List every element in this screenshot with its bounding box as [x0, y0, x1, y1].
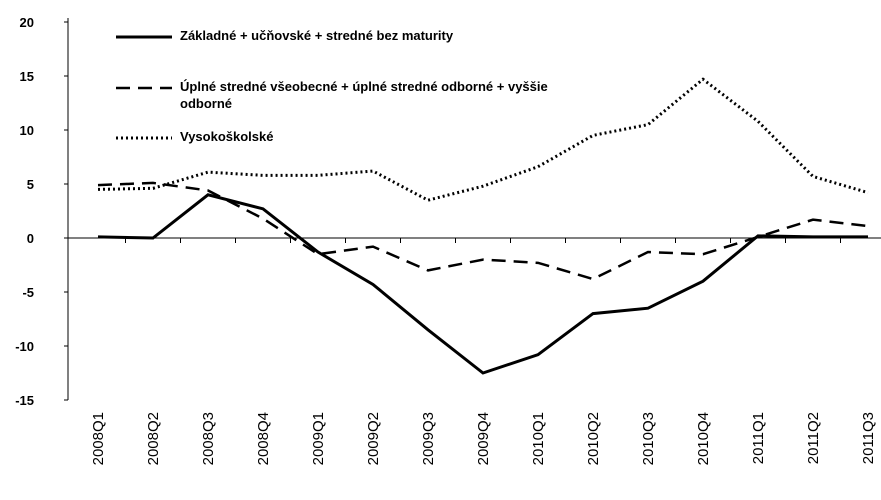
y-tick-label: -10 [15, 339, 34, 354]
y-tick-label: -5 [22, 285, 34, 300]
x-tick-label: 2008Q1 [90, 412, 107, 465]
x-tick-label: 2010Q1 [530, 412, 547, 465]
legend-label: Základné + učňovské + stredné bez maturi… [180, 28, 454, 43]
x-tick-label: 2011Q3 [860, 412, 877, 464]
series-line [97, 181, 869, 281]
y-tick-label: 20 [20, 15, 34, 30]
series-line [97, 193, 868, 375]
x-tick-label: 2010Q2 [585, 412, 602, 465]
x-tick-label: 2010Q3 [640, 412, 657, 465]
legend-entry: Základné + učňovské + stredné bez maturi… [180, 28, 454, 43]
legend-label: Úplné stredné všeobecné + úplné stredné … [180, 79, 548, 111]
x-tick-label: 2008Q2 [145, 412, 162, 465]
x-tick-label: 2009Q3 [420, 412, 437, 465]
x-tick-label: 2009Q2 [365, 412, 382, 465]
y-tick-label: 5 [27, 177, 34, 192]
x-tick-label: 2011Q1 [750, 412, 767, 464]
series-line [97, 77, 869, 202]
y-tick-label: 0 [27, 231, 34, 246]
x-tick-label: 2009Q1 [310, 412, 327, 465]
y-tick-label: 10 [20, 123, 34, 138]
x-tick-label: 2008Q4 [255, 412, 272, 465]
x-tick-label: 2008Q3 [200, 412, 217, 465]
legend-entry: Vysokoškolské [180, 129, 274, 144]
x-tick-label: 2011Q2 [805, 412, 822, 464]
x-tick-label: 2010Q4 [695, 412, 712, 465]
x-tick-label: 2009Q4 [475, 412, 492, 465]
legend-label: Vysokoškolské [180, 129, 274, 144]
y-tick-label: 15 [20, 69, 34, 84]
y-tick-label: -15 [15, 393, 34, 408]
legend-entry: Úplné stredné všeobecné + úplné stredné … [180, 79, 548, 111]
